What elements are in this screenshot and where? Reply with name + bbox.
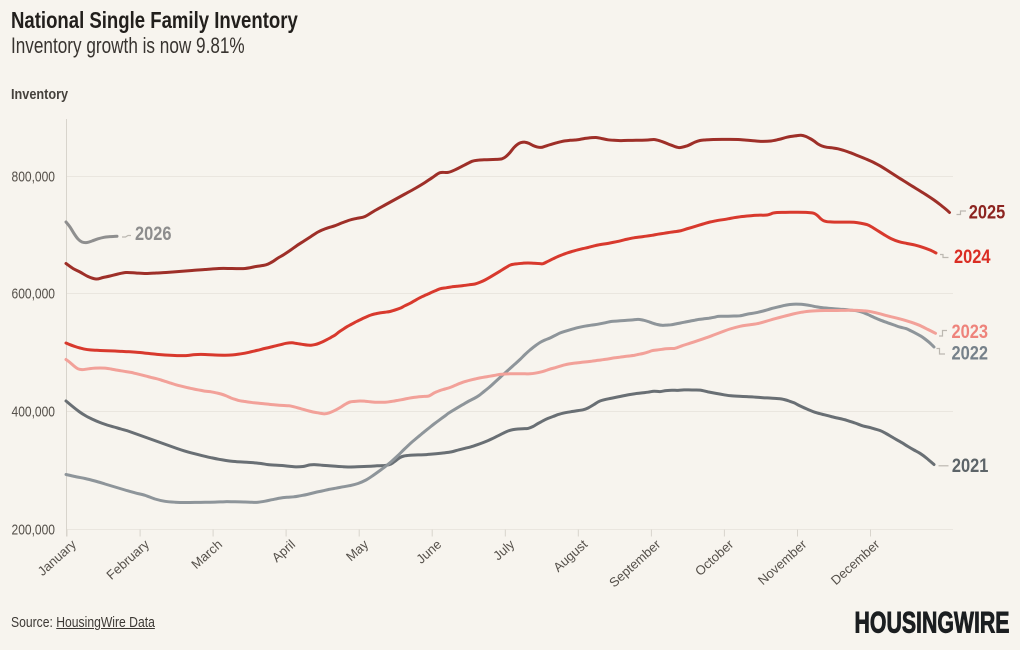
svg-text:2023: 2023 — [952, 322, 989, 343]
svg-text:July: July — [490, 536, 518, 563]
svg-text:February: February — [103, 536, 152, 582]
svg-text:800,000: 800,000 — [12, 169, 56, 186]
svg-text:April: April — [269, 537, 298, 566]
svg-text:June: June — [413, 537, 444, 567]
svg-text:January: January — [35, 536, 80, 578]
svg-text:November: November — [755, 536, 810, 588]
svg-text:August: August — [550, 536, 590, 574]
svg-text:400,000: 400,000 — [12, 404, 56, 421]
svg-text:2025: 2025 — [969, 203, 1006, 224]
svg-text:HOUSINGWIRE: HOUSINGWIRE — [855, 606, 1010, 639]
svg-text:May: May — [343, 536, 372, 564]
svg-text:2024: 2024 — [954, 247, 991, 268]
svg-text:September: September — [606, 536, 664, 590]
svg-text:200,000: 200,000 — [12, 522, 56, 539]
svg-text:600,000: 600,000 — [12, 286, 56, 303]
svg-text:December: December — [828, 536, 883, 588]
svg-text:March: March — [188, 537, 225, 572]
svg-text:October: October — [692, 536, 737, 579]
svg-text:2021: 2021 — [952, 456, 989, 477]
svg-text:2022: 2022 — [952, 344, 989, 365]
svg-text:2026: 2026 — [135, 224, 172, 245]
